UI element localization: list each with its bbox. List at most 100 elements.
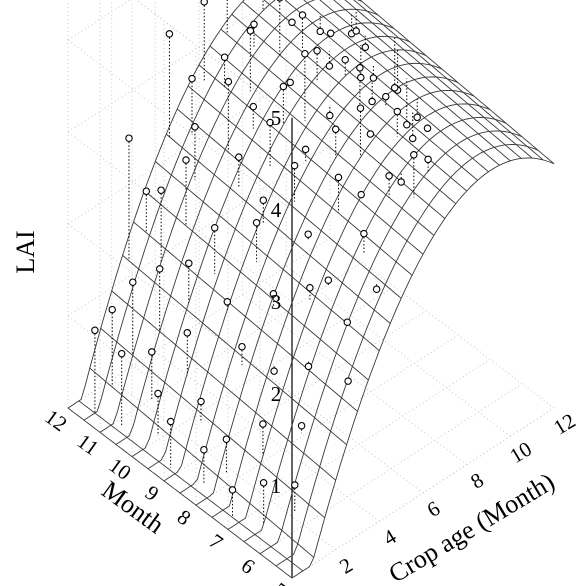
surface-line-month [99, 0, 363, 433]
data-point [341, 55, 349, 64]
data-point [182, 156, 190, 164]
grid-line [67, 237, 331, 409]
data-point [361, 43, 370, 51]
data-point [298, 11, 307, 19]
surface-line-month [227, 103, 491, 530]
grid-line [67, 223, 293, 395]
data-point [259, 196, 268, 204]
z-tick-label: 4 [271, 198, 282, 222]
x-tick-label: 12 [549, 408, 579, 439]
data-point [249, 102, 258, 111]
data-point [326, 111, 334, 120]
data-point [269, 290, 278, 298]
data-point [325, 62, 334, 70]
data-point [200, 0, 208, 6]
data-point [270, 367, 278, 375]
surface-line-age [176, 108, 402, 299]
y-tick-label: 7 [205, 529, 228, 555]
data-point [410, 151, 418, 159]
data-point [117, 349, 126, 358]
surface-line-age [67, 407, 293, 579]
grid-line [195, 334, 459, 506]
data-point [223, 298, 232, 306]
data-point [304, 362, 313, 371]
data-point [331, 125, 340, 134]
fitted-surface [67, 0, 555, 579]
surface-line-age [166, 133, 391, 324]
data-point [259, 420, 267, 428]
data-point [129, 278, 137, 286]
data-point [222, 435, 231, 443]
data-point [297, 421, 306, 430]
data-point [155, 265, 164, 273]
data-point [276, 0, 283, 2]
data-point [228, 486, 237, 494]
residual-lines [94, 0, 429, 525]
data-point [357, 73, 365, 82]
data-point [356, 64, 364, 72]
z-axis-title: LAI [11, 230, 40, 273]
data-point [313, 46, 321, 55]
x-tick-label: 0 [292, 581, 313, 586]
surface-line-age [111, 290, 336, 481]
z-tick-label: 2 [271, 382, 282, 406]
data-point [360, 229, 368, 238]
data-point [220, 53, 229, 61]
grid-line [259, 383, 523, 555]
x-tick-label: 10 [506, 437, 536, 468]
data-point [393, 107, 402, 116]
data-point [166, 417, 175, 426]
grid-line [227, 359, 491, 530]
surface-line-month [131, 22, 395, 457]
y-tick-label: 11 [73, 429, 103, 460]
surface-line-age [303, 0, 500, 166]
data-point [154, 389, 162, 398]
grid-line [67, 131, 293, 303]
data-point [326, 29, 335, 38]
y-tick-label: 12 [41, 404, 72, 436]
surface-line-month [195, 76, 459, 506]
surface-line-month [243, 116, 507, 542]
data-point [210, 224, 219, 232]
x-tick-label: 8 [466, 468, 487, 494]
data-point [316, 27, 324, 36]
grid-line [111, 379, 336, 551]
surface-line-age [100, 328, 326, 519]
x-axis-line [291, 407, 555, 579]
surface-line-age [144, 190, 369, 381]
grid-line [67, 315, 293, 487]
data-point [252, 218, 261, 227]
y-tick-label: 5 [269, 578, 292, 586]
data-point [266, 118, 274, 127]
grid-line [329, 237, 555, 409]
x-tick-label: 2 [335, 553, 356, 579]
grid-line [163, 310, 427, 482]
data-point [238, 342, 246, 351]
grid-line [198, 322, 424, 494]
data-point [279, 82, 288, 91]
data-point [108, 305, 116, 314]
surface-line-age [344, 0, 533, 159]
surface-line-age [359, 0, 555, 165]
data-point [306, 284, 314, 292]
surface-line-age [155, 161, 380, 352]
surface-line-age [133, 221, 358, 412]
data-point [372, 285, 381, 293]
surface-line-age [231, 14, 457, 205]
surface-line-age [353, 0, 544, 161]
data-point [185, 259, 193, 268]
surface-line-age [198, 64, 424, 255]
data-point [423, 124, 432, 133]
data-point [408, 134, 417, 143]
data-point [259, 479, 268, 487]
data-point [200, 445, 208, 454]
grid-line [67, 39, 293, 211]
data-point [142, 187, 151, 195]
data-point [343, 318, 352, 326]
data-point [304, 230, 312, 238]
x-axis-title: Crop age (Month) [384, 467, 560, 586]
grid-line [155, 350, 380, 522]
surface-line-age [333, 0, 522, 159]
surface-line-month [211, 89, 475, 518]
